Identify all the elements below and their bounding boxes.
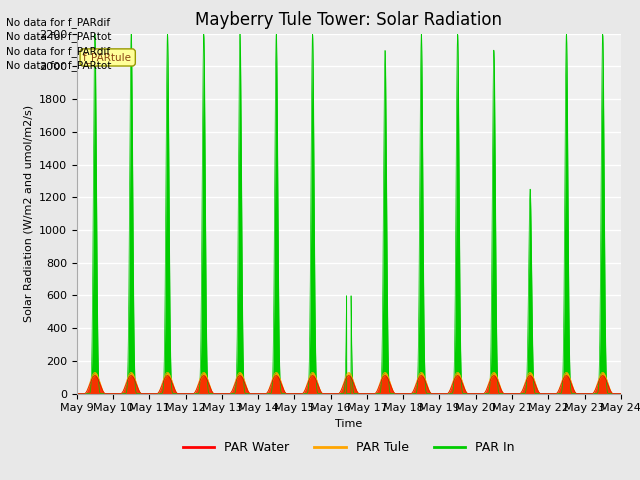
Text: No data for f_PARdif: No data for f_PARdif	[6, 46, 111, 57]
Y-axis label: Solar Radiation (W/m2 and umol/m2/s): Solar Radiation (W/m2 and umol/m2/s)	[23, 105, 33, 322]
Title: Mayberry Tule Tower: Solar Radiation: Mayberry Tule Tower: Solar Radiation	[195, 11, 502, 29]
Text: f_PARtule: f_PARtule	[83, 52, 132, 63]
Text: No data for f_PARtot: No data for f_PARtot	[6, 31, 112, 42]
X-axis label: Time: Time	[335, 419, 362, 429]
Text: No data for f_PARtot: No data for f_PARtot	[6, 60, 112, 71]
Legend: PAR Water, PAR Tule, PAR In: PAR Water, PAR Tule, PAR In	[178, 436, 520, 459]
Text: No data for f_PARdif: No data for f_PARdif	[6, 17, 111, 28]
